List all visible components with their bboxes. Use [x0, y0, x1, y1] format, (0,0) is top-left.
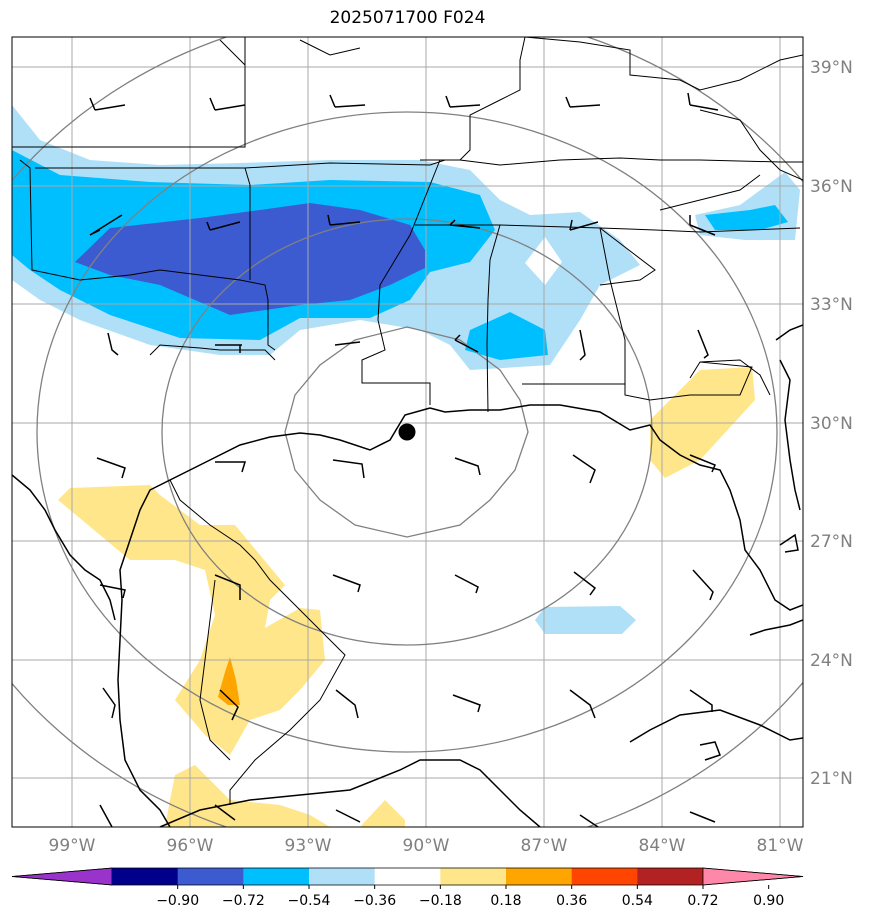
colorbar-segment [309, 868, 376, 885]
colorbar: −0.90 −0.72 −0.54 −0.36 −0.18 0.18 0.36 0.54 0.7… [11, 867, 804, 909]
political-borders [12, 37, 803, 413]
graticule [12, 37, 803, 827]
map-title: 2025071700 F024 [329, 8, 486, 28]
lon-label: 93°W [285, 836, 332, 856]
colorbar-outline [11, 867, 804, 886]
lon-label: 87°W [521, 836, 568, 856]
colorbar-tick-label: 0.18 [490, 893, 521, 909]
coastline [12, 324, 803, 827]
colorbar-segment [637, 868, 704, 885]
colorbar-tick-label: −0.90 [156, 893, 199, 909]
map-border [11, 36, 804, 828]
colorbar-segment [243, 868, 310, 885]
border-mexico [169, 479, 346, 805]
lat-label: 39°N [810, 58, 853, 78]
center-marker [398, 423, 416, 441]
lat-label: 36°N [810, 177, 853, 197]
colorbar-segment [506, 868, 573, 885]
lat-label: 33°N [810, 295, 853, 315]
colorbar-segment [374, 868, 441, 885]
colorbar-tick-label: 0.90 [753, 893, 784, 909]
range-rings [12, 37, 803, 827]
colorbar-tick-label: −0.54 [288, 893, 331, 909]
colorbar-segment [177, 868, 244, 885]
lat-label: 30°N [810, 414, 853, 434]
lon-label: 81°W [757, 836, 804, 856]
longitude-labels: 99°W 96°W 93°W 90°W 87°W 84°W 81°W [49, 836, 804, 856]
lon-label: 96°W [167, 836, 214, 856]
lat-label: 27°N [810, 532, 853, 552]
lat-label: 21°N [810, 769, 853, 789]
wind-barbs [89, 92, 719, 827]
colorbar-tick-label: 0.72 [687, 893, 718, 909]
colorbar-tick-label: 0.36 [556, 893, 587, 909]
colorbar-tick-label: −0.72 [222, 893, 265, 909]
colorbar-segment [112, 868, 179, 885]
colorbar-segment [440, 868, 507, 885]
border-mexico-inner [199, 579, 231, 761]
colorbar-tick-label: 0.54 [622, 893, 653, 909]
colorbar-tick-label: −0.18 [419, 893, 462, 909]
lat-label: 24°N [810, 651, 853, 671]
colorbar-segment [571, 868, 638, 885]
colorbar-extend-low [11, 867, 113, 886]
latitude-labels: 39°N 36°N 33°N 30°N 27°N 24°N 21°N [810, 58, 853, 789]
lon-label: 90°W [403, 836, 450, 856]
lon-label: 99°W [49, 836, 96, 856]
lon-label: 84°W [639, 836, 686, 856]
colorbar-tick-label: −0.36 [353, 893, 396, 909]
colorbar-extend-high [702, 867, 804, 886]
